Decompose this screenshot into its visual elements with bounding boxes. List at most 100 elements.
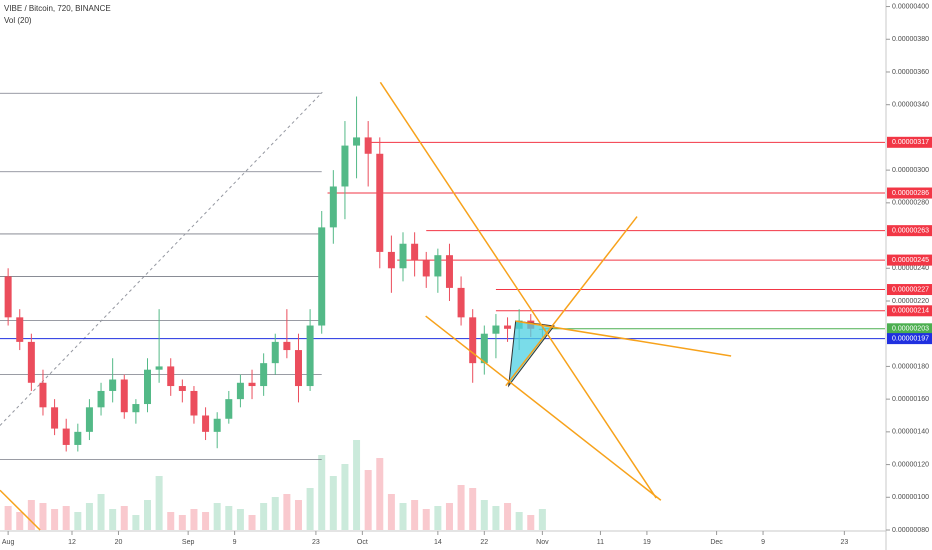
candle-body [51, 407, 59, 429]
price-label-box [887, 323, 932, 335]
chart-title: VIBE / Bitcoin, 720, BINANCE [4, 4, 111, 13]
candle-body [167, 366, 175, 387]
candle-body [376, 153, 384, 252]
price-label: 0.00000245 [892, 257, 929, 264]
y-tick-label: 0.00000340 [892, 102, 929, 109]
volume-bar [306, 488, 314, 530]
x-tick-label: 22 [480, 539, 488, 546]
candle-body [387, 251, 395, 269]
volume-bar [515, 512, 523, 530]
volume-bar [422, 509, 430, 530]
volume-bar [318, 455, 326, 530]
candle-body [329, 186, 337, 228]
price-label-box [887, 254, 932, 266]
volume-bar [538, 509, 546, 530]
x-tick-label: Dec [710, 539, 723, 546]
volume-bar [364, 470, 372, 530]
candle-body [109, 379, 117, 391]
y-tick-label: 0.00000120 [892, 461, 929, 468]
candle-body [480, 333, 488, 364]
candle-body [492, 325, 500, 334]
volume-bar [109, 509, 117, 530]
candle-body [399, 243, 407, 269]
volume-bar [16, 512, 24, 530]
candle-body [236, 382, 244, 400]
volume-bar [4, 506, 12, 530]
volume-bar [341, 464, 349, 530]
price-label-box [887, 333, 932, 345]
y-tick-label: 0.00000300 [892, 167, 929, 174]
trend-line [515, 320, 732, 357]
volume-bar [27, 500, 35, 530]
trend-line [425, 315, 662, 501]
trend-line [505, 216, 638, 387]
volume-bar [376, 458, 384, 530]
candle-body [97, 390, 105, 408]
trend-line [379, 81, 657, 499]
volume-bar [74, 512, 82, 530]
price-label: 0.00000214 [892, 308, 929, 315]
x-tick-label: Oct [357, 539, 368, 546]
volume-bar [120, 506, 128, 530]
volume-bar [248, 515, 256, 530]
volume-bar [144, 500, 151, 530]
dashed-trend-line [0, 91, 323, 426]
volume-bar [62, 506, 70, 530]
volume-bar [434, 506, 442, 530]
candle-body [190, 390, 198, 416]
candle-body [341, 145, 349, 187]
x-tick-label: 20 [115, 539, 123, 546]
y-tick-label: 0.00000220 [892, 298, 929, 305]
volume-bar [329, 476, 337, 530]
volume-bar [178, 515, 186, 530]
volume-bar [527, 515, 535, 530]
volume-bar [213, 503, 221, 530]
x-tick-label: 9 [233, 539, 237, 546]
volume-bar [202, 512, 210, 530]
candle-body [144, 369, 151, 405]
y-tick-label: 0.00000100 [892, 494, 929, 501]
volume-bar [155, 476, 163, 530]
plot-area [0, 81, 885, 531]
price-label: 0.00000317 [892, 139, 929, 146]
x-tick-label: 23 [312, 539, 320, 546]
price-label: 0.00000263 [892, 227, 929, 234]
candle-body [294, 350, 302, 387]
price-label-box [887, 187, 932, 199]
candle-body [225, 399, 233, 419]
candle-body [318, 227, 326, 326]
candle-body [422, 260, 430, 277]
price-label: 0.00000203 [892, 326, 929, 333]
x-tick-label: 19 [643, 539, 651, 546]
candle-body [469, 317, 477, 364]
y-tick-label: 0.00000160 [892, 396, 929, 403]
candle-body [248, 382, 256, 387]
candle-body [85, 407, 93, 432]
candle-body [4, 276, 12, 318]
y-tick-label: 0.00000400 [892, 3, 929, 10]
candle-body [457, 287, 465, 318]
candle-body [504, 325, 512, 329]
candle-body [271, 341, 279, 364]
candle-body [306, 325, 314, 387]
x-tick-label: 23 [840, 539, 848, 546]
y-tick-label: 0.00000360 [892, 69, 929, 76]
candle-body [364, 137, 372, 154]
y-tick-label: 0.00000240 [892, 265, 929, 272]
volume-label: Vol (20) [4, 16, 32, 25]
candle-body [120, 379, 128, 413]
volume-bar [167, 512, 175, 530]
price-label: 0.00000286 [892, 190, 929, 197]
volume-bar [85, 503, 93, 530]
price-label-box [887, 225, 932, 237]
y-tick-label: 0.00000280 [892, 200, 929, 207]
x-tick-label: 14 [434, 539, 442, 546]
candle-body [39, 382, 47, 408]
volume-bar [492, 506, 500, 530]
volume-bar [39, 503, 47, 530]
volume-bar [504, 503, 512, 530]
volume-bar [225, 506, 233, 530]
volume-bar [387, 494, 395, 530]
candle-body [445, 255, 453, 288]
